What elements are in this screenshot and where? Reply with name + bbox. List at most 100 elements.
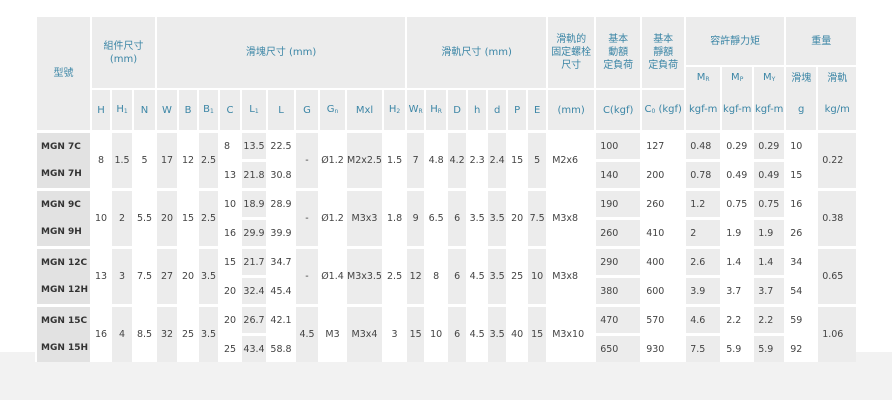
cell-mxl: M3x3.5 [345, 246, 383, 306]
header-my-unit: kgf-m [752, 89, 786, 132]
cell-b1: 2.5 [197, 130, 219, 190]
my-label: M [763, 71, 772, 83]
header-rail-weight-unit: kg/m [816, 89, 857, 132]
cell-mr: 4.6 [684, 304, 722, 335]
table-row: MGN 7H 13 21.8 30.8 140 200 0.78 0.49 0.49 15 [35, 159, 856, 190]
cell-bolt: M3x8 [546, 246, 596, 306]
header-mp-unit: kgf-m [720, 89, 754, 132]
cell-c: 25 [218, 333, 241, 362]
cell-e: 7.5 [526, 188, 548, 248]
cell-hr: 6.5 [424, 188, 448, 248]
cell-cdyn: 190 [594, 188, 642, 219]
header-col-d: D [446, 89, 468, 132]
cell-h2: 2.5 [381, 246, 407, 306]
cell-my: 5.9 [752, 333, 786, 362]
header-moment: 容許靜力矩 [684, 17, 786, 67]
cell-my: 1.9 [752, 217, 786, 248]
cell-p: 20 [506, 188, 528, 248]
col-label: H [116, 103, 124, 115]
cell-mr: 0.78 [684, 159, 722, 190]
col-label: D [453, 104, 461, 116]
cell-h: 2.3 [466, 130, 488, 190]
cell-l1: 13.5 [240, 130, 267, 161]
cell-l1: 21.8 [240, 159, 267, 190]
cell-l: 22.5 [266, 130, 295, 161]
cell-hr: 8 [424, 246, 448, 306]
cell-p: 25 [506, 246, 528, 306]
cell-c: 13 [218, 159, 241, 190]
cell-my: 2.2 [752, 304, 786, 335]
cell-c0: 127 [640, 130, 686, 161]
cell-d: 2.4 [486, 130, 508, 190]
cell-mr: 7.5 [684, 333, 722, 362]
cell-c0: 200 [640, 159, 686, 190]
header-col-b: B [177, 89, 198, 132]
cell-b1: 2.5 [197, 188, 219, 248]
table-row: MGN 15C 16 4 8.5 32 25 3.5 20 26.7 42.1 4.5 M3 M3x4 3… [35, 304, 857, 362]
cell-gn: Ø1.2 [318, 188, 346, 248]
col-sub: 1 [210, 107, 214, 115]
cell-d: 3.5 [486, 304, 508, 362]
model-cell: MGN 9C [35, 188, 91, 219]
cell-mp: 0.75 [720, 188, 754, 219]
col-label: L [249, 103, 255, 115]
cell-p: 40 [506, 304, 528, 362]
cell-g: - [294, 246, 319, 306]
cell-cdyn: 260 [594, 217, 642, 248]
c0-label: C [644, 103, 652, 115]
cell-h2: 1.8 [381, 188, 407, 248]
c0-unit: (kgf) [655, 103, 682, 115]
cell-mp: 1.4 [720, 246, 754, 277]
header-rail: 滑軌尺寸 (mm) [405, 17, 548, 90]
header-block-weight: 滑塊 [784, 66, 818, 89]
spec-table-body: MGN 7C 8 1.5 5 17 12 2.5 8 13.5 22.5- Ø1.2 M2x2.5 1.… [35, 130, 857, 362]
cell-g: 59 [784, 304, 818, 335]
cell-w: 20 [155, 188, 178, 248]
cell-mp: 0.29 [720, 130, 754, 161]
model-cell: MGN 15C [35, 304, 91, 335]
cell-h: 13 [90, 246, 111, 306]
table-row: MGN 12C 13 3 7.5 27 20 3.5 15 21.7 34.7- Ø1.4 M3x3.… [35, 246, 857, 306]
col-sub: R [437, 107, 442, 115]
cell-wr: 12 [405, 246, 426, 306]
header-c0-unit: C0 (kgf) [640, 89, 686, 132]
table-row: MGN 9C 10 2 5.5 20 15 2.5 10 18.9 28.9- Ø1.2 M3x3 1.… [35, 188, 857, 248]
cell-wr: 7 [405, 130, 426, 190]
mr-label: M [696, 71, 706, 83]
cell-gn: Ø1.2 [318, 130, 346, 190]
cell-c: 20 [218, 304, 241, 335]
cell-mp: 1.9 [720, 217, 754, 248]
cell-my: 0.75 [752, 188, 786, 219]
cell-h: 8 [90, 130, 111, 190]
cell-h1: 3 [110, 246, 133, 306]
header-col-l: L [266, 89, 295, 132]
cell-mr: 0.48 [684, 130, 722, 161]
cell-h: 10 [90, 188, 111, 248]
cell-wr: 15 [405, 304, 426, 362]
cell-mr: 1.2 [684, 188, 722, 219]
col-label: W [162, 104, 172, 116]
header-rail-bolt: 滑軌的 固定螺栓 尺寸 [546, 17, 596, 90]
cell-mp: 2.2 [720, 304, 754, 335]
header-col-h1: H1 [110, 89, 133, 132]
cell-b: 20 [177, 246, 198, 306]
cell-l1: 29.9 [240, 217, 267, 248]
cell-cdyn: 100 [594, 130, 642, 161]
cell-mr: 3.9 [684, 275, 722, 306]
cell-g: 4.5 [294, 304, 319, 362]
table-row: MGN 9H 16 29.9 39.9 260 410 2 1.9 1.9 26 [35, 217, 856, 248]
cell-kgm: 0.65 [816, 246, 857, 306]
header-col-d: d [486, 89, 508, 132]
cell-c: 15 [218, 246, 241, 277]
header-static-load: 基本 靜額 定負荷 [640, 17, 686, 90]
cell-cdyn: 290 [594, 246, 642, 277]
header-dynamic-load: 基本 動額 定負荷 [594, 17, 642, 90]
header-my: MY [752, 66, 786, 89]
cell-my: 0.29 [752, 130, 786, 161]
header-col-h2: H2 [381, 89, 407, 132]
header-col-gn: Gn [318, 89, 346, 132]
cell-l1: 21.7 [240, 246, 267, 277]
cell-h2: 3 [381, 304, 407, 362]
cell-mxl: M3x3 [345, 188, 383, 248]
cell-c0: 400 [640, 246, 686, 277]
